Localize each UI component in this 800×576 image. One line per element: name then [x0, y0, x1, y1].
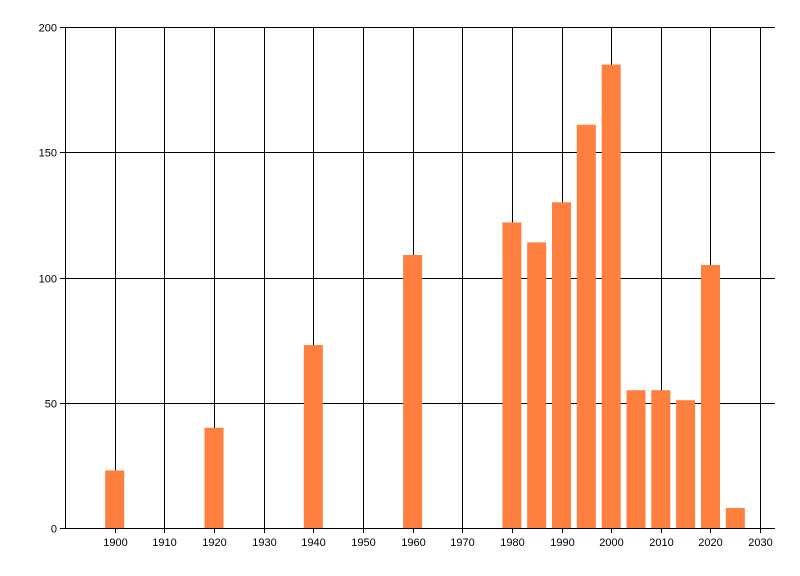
- x-tick-label: 1920: [202, 537, 226, 549]
- bar: [403, 255, 423, 528]
- x-tick-label: 1980: [500, 537, 524, 549]
- bar: [651, 390, 671, 528]
- bar: [527, 242, 547, 528]
- x-tick-label: 1930: [252, 537, 276, 549]
- x-tick-label: 1940: [301, 537, 325, 549]
- x-tick-label: 1900: [103, 537, 127, 549]
- bar: [204, 427, 224, 528]
- bar: [303, 345, 323, 528]
- y-tick-label: 200: [39, 23, 57, 35]
- x-tick-label: 1910: [152, 537, 176, 549]
- bar: [502, 222, 522, 528]
- y-tick-label: 100: [39, 274, 57, 286]
- bar: [576, 124, 596, 528]
- x-tick-label: 2030: [748, 537, 772, 549]
- bar: [701, 265, 720, 528]
- x-axis-ticks: 1900 1910 1920 1930 1940 1950 1960 1970 1980 1990…: [103, 528, 773, 549]
- bar: [725, 508, 745, 528]
- bar: [626, 390, 646, 528]
- x-tick-label: 2000: [599, 537, 623, 549]
- y-tick-label: 50: [45, 399, 57, 411]
- bar: [105, 470, 125, 528]
- x-tick-label: 1950: [351, 537, 375, 549]
- x-tick-label: 2010: [649, 537, 673, 549]
- x-tick-label: 1970: [450, 537, 474, 549]
- x-tick-label: 1960: [401, 537, 425, 549]
- y-tick-label: 150: [39, 148, 57, 160]
- axes: [65, 27, 775, 529]
- x-tick-label: 2020: [698, 537, 722, 549]
- bar: [552, 202, 571, 529]
- bars: [105, 64, 745, 529]
- bar: [601, 64, 621, 528]
- bar: [676, 400, 696, 528]
- y-tick-label: 0: [51, 524, 57, 536]
- x-tick-label: 1990: [550, 537, 574, 549]
- y-axis-ticks: 0 50 100 150 200: [39, 23, 65, 536]
